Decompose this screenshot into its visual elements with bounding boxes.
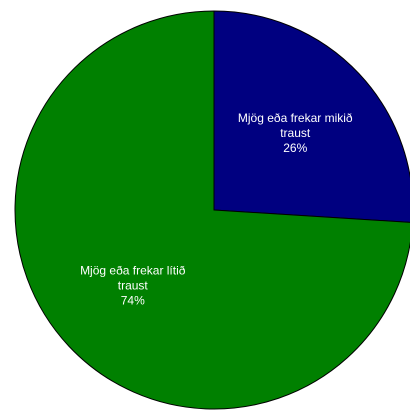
slice-category-label: Mjög eða frekar mikið (238, 111, 353, 125)
pie-slice-1 (14, 10, 410, 410)
slice-category-label: Mjög eða frekar lítið (80, 263, 186, 277)
slice-percent-label: 74% (121, 293, 145, 307)
slice-percent-label: 26% (283, 141, 307, 155)
slice-category-label: traust (118, 278, 149, 292)
slice-category-label: traust (280, 126, 311, 140)
pie-slice-0 (213, 10, 410, 223)
